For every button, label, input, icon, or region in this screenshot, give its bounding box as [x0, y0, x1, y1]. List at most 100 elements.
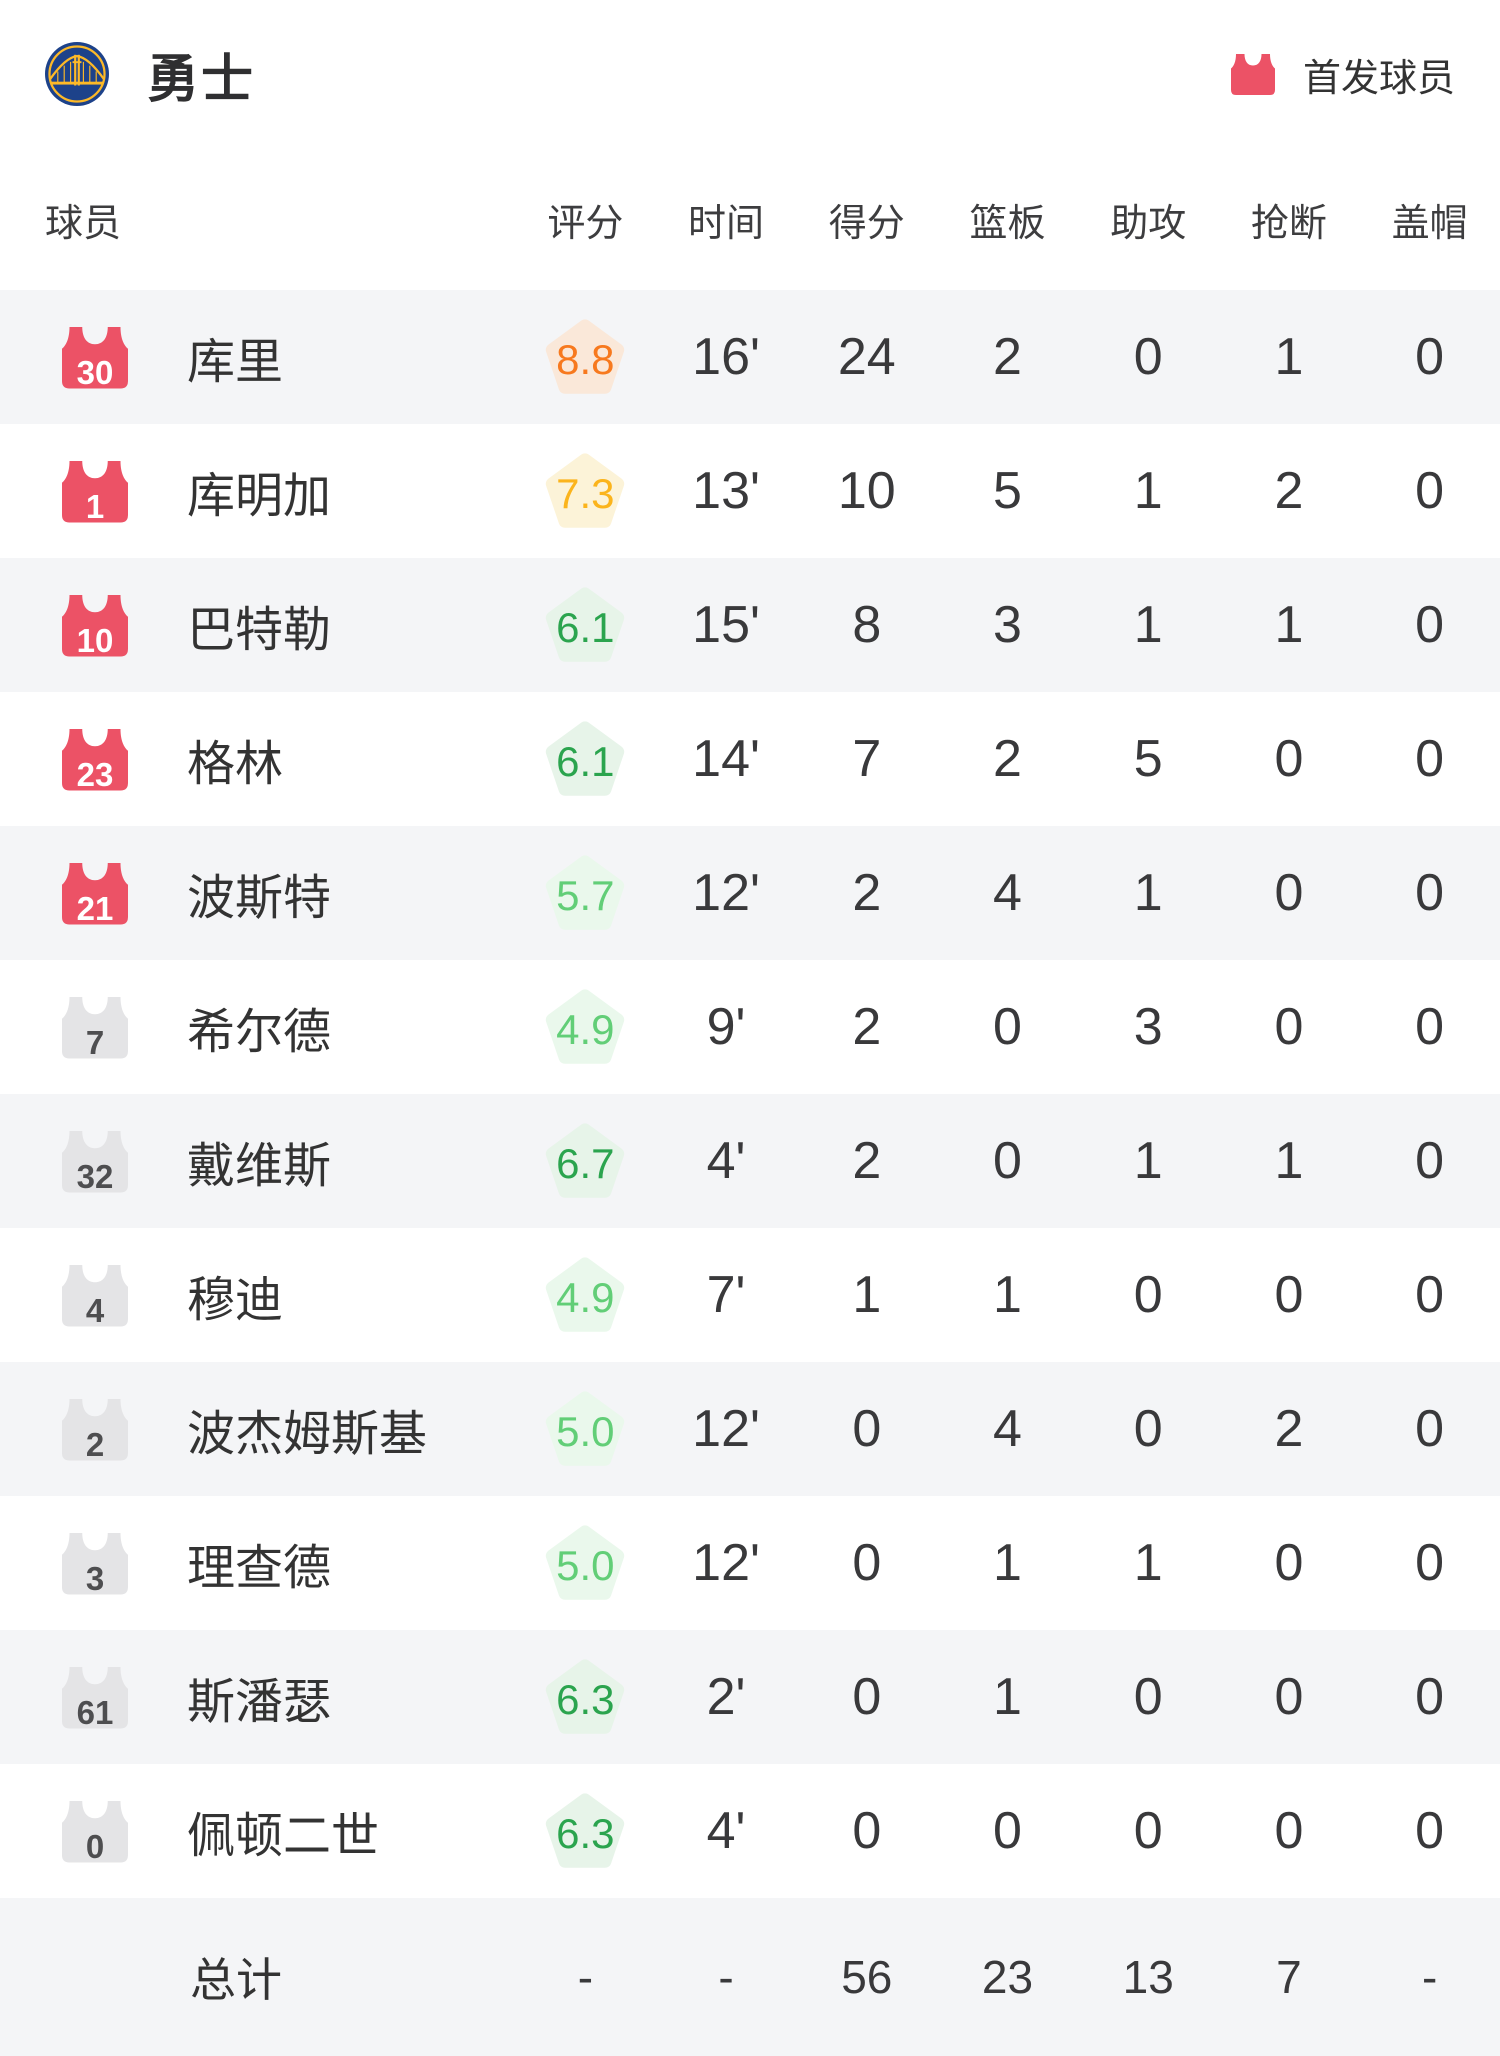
starter-jersey-icon [1229, 50, 1277, 98]
stat-blocks: 0 [1415, 1668, 1445, 1726]
stat-blocks: 0 [1415, 1802, 1445, 1860]
stat-points: 8 [852, 596, 882, 654]
jersey-number: 7 [85, 1024, 105, 1061]
player-name: 戴维斯 [187, 1140, 332, 1193]
stat-rebounds: 5 [993, 462, 1022, 520]
column-rebounds: 篮板 [969, 202, 1046, 245]
stat-assists: 3 [1133, 998, 1163, 1056]
jersey-icon: 1 [59, 455, 131, 527]
stat-steals: 0 [1274, 1802, 1304, 1860]
player-row[interactable]: 4 穆迪 4.9 7' 1 1 0 0 0 [0, 1228, 1500, 1362]
jersey-number: 30 [76, 354, 114, 391]
player-name: 波斯特 [187, 872, 332, 925]
stat-blocks: 0 [1415, 1400, 1445, 1458]
rating-badge: 7.3 [545, 451, 625, 531]
stat-rebounds: 1 [993, 1266, 1022, 1324]
rating-badge: 6.1 [545, 719, 625, 799]
total-row: 总计 - - 56 23 13 7 - [0, 1898, 1500, 2056]
stat-time: 13' [692, 462, 760, 520]
stat-assists: 0 [1133, 1668, 1163, 1726]
stat-points: 1 [852, 1266, 882, 1324]
total-blocks: - [1421, 1951, 1438, 2003]
rating-badge: 6.1 [545, 585, 625, 665]
jersey-number: 3 [85, 1560, 105, 1597]
stat-points: 24 [837, 328, 896, 386]
total-steals: 7 [1276, 1951, 1302, 2003]
player-row[interactable]: 23 格林 6.1 14' 7 2 5 0 0 [0, 692, 1500, 826]
player-name: 穆迪 [187, 1274, 284, 1327]
jersey-icon: 2 [59, 1393, 131, 1465]
stat-rebounds: 0 [993, 1132, 1022, 1190]
stat-time: 14' [692, 730, 760, 788]
team-header: 勇士 首发球员 [0, 0, 1500, 148]
stat-points: 0 [852, 1534, 882, 1592]
player-row[interactable]: 0 佩顿二世 6.3 4' 0 0 0 0 0 [0, 1764, 1500, 1898]
stat-assists: 1 [1133, 596, 1163, 654]
total-rating: - [577, 1951, 594, 2003]
player-row[interactable]: 21 波斯特 5.7 12' 2 4 1 0 0 [0, 826, 1500, 960]
player-row[interactable]: 1 库明加 7.3 13' 10 5 1 2 0 [0, 424, 1500, 558]
stat-steals: 2 [1274, 1400, 1304, 1458]
player-name: 佩顿二世 [187, 1810, 380, 1863]
jersey-number: 1 [85, 488, 105, 525]
starter-legend: 首发球员 [1229, 47, 1455, 102]
rating-badge: 4.9 [545, 1255, 625, 1335]
rating-value: 6.1 [556, 604, 615, 651]
team-logo-warriors-icon [45, 42, 109, 106]
stat-time: 2' [706, 1668, 746, 1726]
column-points: 得分 [828, 202, 905, 245]
player-row[interactable]: 61 斯潘瑟 6.3 2' 0 1 0 0 0 [0, 1630, 1500, 1764]
stat-steals: 0 [1274, 1266, 1304, 1324]
rating-value: 5.0 [556, 1408, 615, 1455]
stat-steals: 0 [1274, 730, 1304, 788]
stat-blocks: 0 [1415, 1266, 1445, 1324]
jersey-icon: 21 [59, 857, 131, 929]
stat-time: 12' [692, 864, 760, 922]
player-row[interactable]: 32 戴维斯 6.7 4' 2 0 1 1 0 [0, 1094, 1500, 1228]
stat-blocks: 0 [1415, 462, 1445, 520]
rating-value: 5.7 [556, 872, 615, 919]
table-column-header: 球员 评分 时间 得分 篮板 助攻 抢断 盖帽 [0, 148, 1500, 290]
jersey-number: 32 [76, 1158, 114, 1195]
stat-steals: 2 [1274, 462, 1304, 520]
player-row[interactable]: 2 波杰姆斯基 5.0 12' 0 4 0 2 0 [0, 1362, 1500, 1496]
stat-rebounds: 1 [993, 1534, 1022, 1592]
jersey-number: 0 [85, 1828, 105, 1865]
player-row[interactable]: 10 巴特勒 6.1 15' 8 3 1 1 0 [0, 558, 1500, 692]
stat-steals: 1 [1274, 1132, 1304, 1190]
player-row[interactable]: 30 库里 8.8 16' 24 2 0 1 0 [0, 290, 1500, 424]
stat-rebounds: 0 [993, 1802, 1022, 1860]
player-name: 库里 [187, 336, 284, 389]
rating-value: 6.7 [556, 1140, 615, 1187]
stat-blocks: 0 [1415, 998, 1445, 1056]
total-assists: 13 [1122, 1951, 1174, 2003]
rating-value: 4.9 [556, 1006, 615, 1053]
stat-points: 10 [837, 462, 896, 520]
rating-badge: 5.0 [545, 1523, 625, 1603]
player-table-body: 30 库里 8.8 16' 24 2 0 1 0 1 库 [0, 290, 1500, 1898]
jersey-icon: 10 [59, 589, 131, 661]
stat-time: 12' [692, 1400, 760, 1458]
rating-badge: 8.8 [545, 317, 625, 397]
total-label: 总计 [190, 1954, 282, 2006]
column-steals: 抢断 [1250, 202, 1327, 245]
jersey-icon: 4 [59, 1259, 131, 1331]
stat-time: 4' [706, 1132, 746, 1190]
stat-time: 15' [692, 596, 760, 654]
stat-points: 0 [852, 1400, 882, 1458]
stat-blocks: 0 [1415, 328, 1445, 386]
stat-assists: 1 [1133, 1534, 1163, 1592]
stat-assists: 0 [1133, 1266, 1163, 1324]
player-name: 波杰姆斯基 [187, 1408, 428, 1461]
rating-value: 5.0 [556, 1542, 615, 1589]
stat-assists: 1 [1133, 462, 1163, 520]
player-row[interactable]: 7 希尔德 4.9 9' 2 0 3 0 0 [0, 960, 1500, 1094]
player-name: 格林 [187, 738, 284, 791]
rating-value: 6.3 [556, 1810, 615, 1857]
column-rating: 评分 [547, 202, 624, 245]
stat-steals: 1 [1274, 328, 1304, 386]
total-rebounds: 23 [981, 1951, 1034, 2003]
player-row[interactable]: 3 理查德 5.0 12' 0 1 1 0 0 [0, 1496, 1500, 1630]
jersey-icon: 61 [59, 1661, 131, 1733]
stat-rebounds: 4 [993, 1400, 1022, 1458]
